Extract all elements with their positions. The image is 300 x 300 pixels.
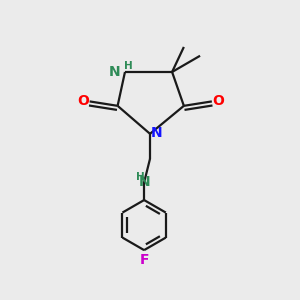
Text: N: N xyxy=(151,126,162,140)
Text: H: H xyxy=(136,172,145,182)
Text: O: O xyxy=(212,94,224,108)
Text: F: F xyxy=(140,253,149,266)
Text: H: H xyxy=(124,61,133,71)
Text: N: N xyxy=(109,65,121,79)
Text: N: N xyxy=(139,175,151,188)
Text: O: O xyxy=(77,94,89,108)
